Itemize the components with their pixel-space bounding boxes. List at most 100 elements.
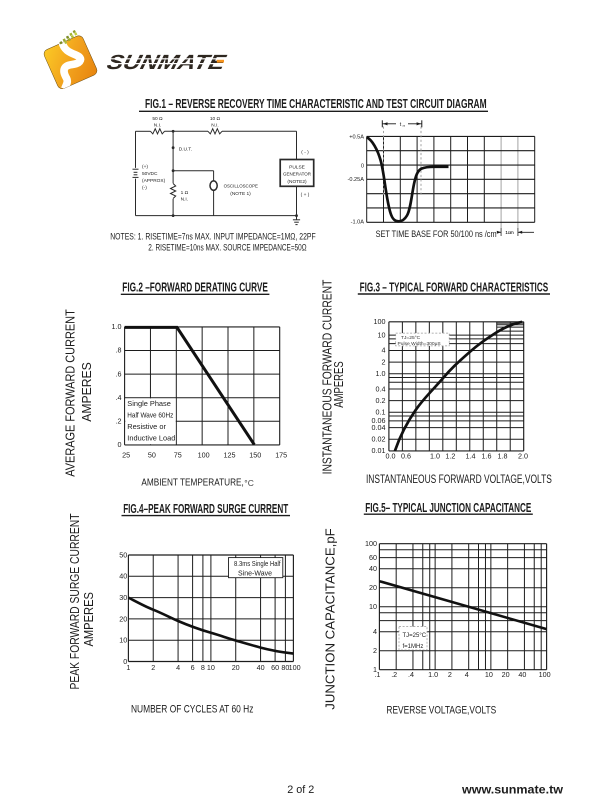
svg-text:60: 60 [369,553,377,562]
svg-text:50 Ω: 50 Ω [152,116,163,122]
svg-text:1cm: 1cm [505,230,514,235]
svg-text:.1: .1 [374,670,380,679]
svg-text:-1.0A: -1.0A [351,220,365,226]
svg-text:4: 4 [382,346,386,355]
svg-text:FIG.3 – TYPICAL FORWARD CHARAC: FIG.3 – TYPICAL FORWARD CHARACTERISTICS [360,280,549,295]
svg-text:OSCILLOSCOPE: OSCILLOSCOPE [224,184,258,190]
svg-text:20: 20 [119,614,127,623]
svg-text:INSTANTANEOUS FORWARD CURRENT: INSTANTANEOUS FORWARD CURRENT [321,279,335,474]
svg-text:1.0: 1.0 [428,670,438,679]
svg-text:80: 80 [281,663,289,672]
svg-text:40: 40 [369,564,377,573]
svg-text:6: 6 [191,663,195,672]
svg-text:0.1: 0.1 [376,408,386,417]
svg-text:N.I.: N.I. [211,123,218,129]
svg-text:AMBIENT TEMPERATURE,: AMBIENT TEMPERATURE, [141,477,243,488]
svg-text:Single Phase: Single Phase [127,399,171,408]
svg-text:75: 75 [174,450,182,459]
svg-text:PULSE: PULSE [289,164,305,170]
svg-text:2.0: 2.0 [518,452,528,461]
svg-text:2: 2 [448,670,452,679]
svg-text:SUNMATE: SUNMATE [105,51,229,74]
svg-text:30: 30 [119,593,127,602]
svg-text:40: 40 [119,572,127,581]
svg-text:AMPERES: AMPERES [80,362,94,422]
svg-text:0: 0 [361,163,364,169]
svg-text:.2: .2 [391,670,397,679]
svg-text:+0.5A: +0.5A [349,135,364,141]
svg-text:0: 0 [118,440,122,449]
svg-text:100: 100 [365,539,377,548]
svg-text:4: 4 [373,627,377,636]
svg-text:rr: rr [403,124,406,128]
svg-text:N.I.: N.I. [154,123,161,129]
svg-text:www.sunmate.tw: www.sunmate.tw [461,784,563,796]
svg-text:-0.25A: -0.25A [348,177,365,183]
svg-text:50VDC: 50VDC [142,171,158,177]
svg-text:GENERATOR: GENERATOR [283,172,311,178]
svg-text:AMPERES: AMPERES [82,592,96,647]
svg-text:20: 20 [232,663,240,672]
svg-text:2: 2 [373,646,377,655]
svg-text:40: 40 [518,670,526,679]
svg-text:.2: .2 [116,417,122,426]
svg-text:125: 125 [224,450,236,459]
svg-text:( - ): ( - ) [301,150,309,156]
svg-text:100: 100 [289,663,301,672]
svg-text:N.I.: N.I. [181,197,188,203]
svg-text:100: 100 [198,450,210,459]
svg-text:Sine-Wave: Sine-Wave [238,570,272,577]
svg-text:REVERSE VOLTAGE,VOLTS: REVERSE VOLTAGE,VOLTS [386,704,496,716]
svg-text:2 of 2: 2 of 2 [287,784,314,796]
svg-text:10: 10 [378,330,386,339]
svg-text:1.4: 1.4 [466,452,476,461]
svg-text:(+): (+) [142,164,148,170]
svg-text:10: 10 [369,602,377,611]
svg-text:2: 2 [382,357,386,366]
svg-text:40: 40 [257,663,265,672]
svg-text:10: 10 [119,636,127,645]
svg-text:Half Wave 60Hz: Half Wave 60Hz [127,410,173,419]
svg-text:0: 0 [123,657,127,666]
svg-text:1: 1 [126,663,130,672]
svg-text:20: 20 [502,670,510,679]
svg-text:20: 20 [369,583,377,592]
svg-text:0.0: 0.0 [386,452,396,461]
svg-text:( + ): ( + ) [301,192,310,198]
svg-text:°C: °C [244,478,254,488]
svg-text:150: 150 [249,450,261,459]
svg-text:JUNCTION CAPACITANCE,pF: JUNCTION CAPACITANCE,pF [324,528,338,710]
svg-text:0.2: 0.2 [376,396,386,405]
svg-text:1.0: 1.0 [376,369,386,378]
svg-text:FIG.1 – REVERSE RECOVERY TIME: FIG.1 – REVERSE RECOVERY TIME CHARACTERI… [145,96,487,111]
svg-text:0.6: 0.6 [401,452,411,461]
svg-text:1cm: 1cm [505,230,514,235]
svg-text:INSTANTANEOUS FORWARD VOLTAGE,: INSTANTANEOUS FORWARD VOLTAGE,VOLTS [366,474,552,486]
svg-text:Inductive Load: Inductive Load [127,434,175,443]
svg-text:(NOTE2): (NOTE2) [287,179,307,185]
svg-text:4: 4 [176,663,180,672]
svg-text:25: 25 [122,450,130,459]
svg-text:1.6: 1.6 [482,452,492,461]
svg-text:0.4: 0.4 [376,384,386,393]
svg-text:AVERAGE FORWARD CURRENT: AVERAGE FORWARD CURRENT [64,309,78,477]
svg-text:8.3ms Single Half: 8.3ms Single Half [234,561,281,568]
svg-text:f=1MHz: f=1MHz [403,644,424,650]
svg-text:10 Ω: 10 Ω [210,116,221,122]
svg-text:1 Ω: 1 Ω [181,190,189,196]
svg-text:2. RISETIME=10ns MAX. SOURCE I: 2. RISETIME=10ns MAX. SOURCE IMPEDANCE=5… [148,243,306,253]
svg-text:0.06: 0.06 [372,416,386,425]
svg-text:.8: .8 [116,346,122,355]
svg-text:8: 8 [201,663,205,672]
svg-text:.6: .6 [116,369,122,378]
svg-text:1.0: 1.0 [112,322,122,331]
svg-text:Pulse Width=300μS: Pulse Width=300μS [398,341,442,347]
svg-text:50: 50 [148,450,156,459]
svg-text:0.01: 0.01 [372,446,386,455]
svg-text:1.0: 1.0 [430,452,440,461]
svg-text:FIG.2 –FORWARD DERATING CURVE: FIG.2 –FORWARD DERATING CURVE [122,280,268,295]
svg-text:FIG.5– TYPICAL JUNCTION CAPACI: FIG.5– TYPICAL JUNCTION CAPACITANCE [365,500,531,515]
svg-text:50: 50 [119,550,127,559]
svg-text:NUMBER OF CYCLES AT 60 Hz: NUMBER OF CYCLES AT 60 Hz [131,703,254,715]
svg-text:SET TIME BASE FOR 50/100 ns /c: SET TIME BASE FOR 50/100 ns /cm [376,229,497,239]
